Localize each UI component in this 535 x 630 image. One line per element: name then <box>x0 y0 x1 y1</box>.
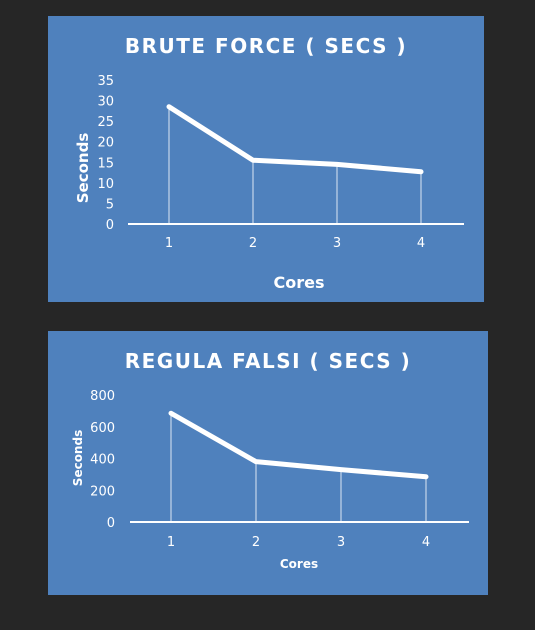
y-tick-label: 600 <box>90 421 115 436</box>
y-tick-label: 30 <box>97 95 114 110</box>
x-tick-label: 2 <box>249 236 257 251</box>
chart-title: BRUTE FORCE ( SECS ) <box>125 34 407 58</box>
y-tick-label: 10 <box>97 177 114 192</box>
y-tick-label: 200 <box>90 484 115 499</box>
series-line <box>166 104 424 175</box>
chart-title: REGULA FALSI ( SECS ) <box>125 349 412 373</box>
x-tick-label: 3 <box>337 535 345 550</box>
y-tick-label: 5 <box>106 197 114 212</box>
y-tick-label: 25 <box>97 115 114 130</box>
x-tick-label: 3 <box>333 236 341 251</box>
x-tick-label: 4 <box>417 236 425 251</box>
y-tick-label: 800 <box>90 389 115 404</box>
regula-falsi-chart-panel: REGULA FALSI ( SECS ) Seconds Cores 0 200… <box>48 331 488 595</box>
y-tick-label: 0 <box>106 218 114 233</box>
y-axis-title: Seconds <box>71 430 85 486</box>
y-tick-label: 20 <box>97 136 114 151</box>
plot-area: 0 200 400 600 800 1 2 3 4 <box>90 389 469 550</box>
plot-area: 0 5 10 15 20 25 30 35 1 2 3 4 <box>97 74 464 251</box>
y-tick-label: 400 <box>90 453 115 468</box>
brute-force-chart-panel: BRUTE FORCE ( SECS ) Seconds Cores 0 5 10 1… <box>48 16 484 302</box>
x-axis-title: Cores <box>274 273 325 292</box>
y-tick-label: 0 <box>107 516 115 531</box>
y-axis-title: Seconds <box>74 133 92 204</box>
brute-force-chart: BRUTE FORCE ( SECS ) Seconds Cores 0 5 10 1… <box>74 34 464 292</box>
x-axis-title: Cores <box>280 557 318 571</box>
regula-falsi-chart: REGULA FALSI ( SECS ) Seconds Cores 0 200… <box>71 349 469 571</box>
x-tick-label: 2 <box>252 535 260 550</box>
x-tick-label: 4 <box>422 535 430 550</box>
series-line <box>168 410 429 480</box>
y-tick-label: 15 <box>97 156 114 171</box>
x-tick-label: 1 <box>167 535 175 550</box>
y-tick-label: 35 <box>97 74 114 89</box>
x-tick-label: 1 <box>165 236 173 251</box>
